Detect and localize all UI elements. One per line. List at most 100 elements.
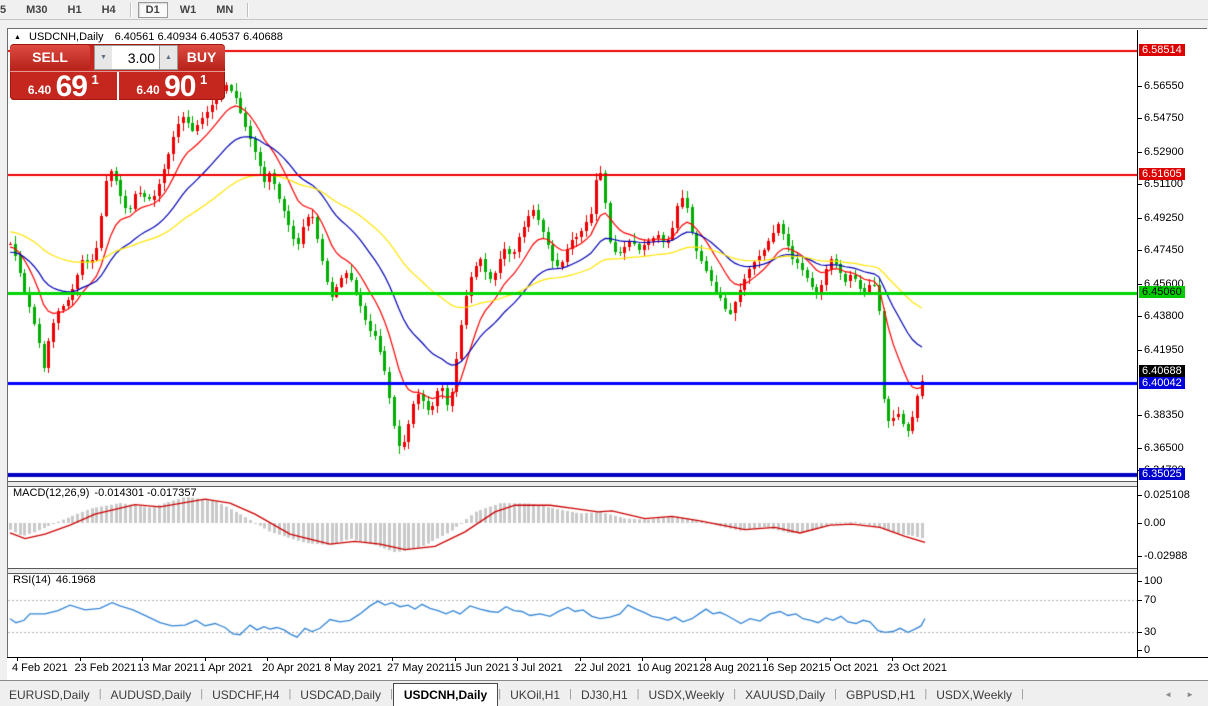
toolbar-separator	[247, 2, 250, 17]
price-tick-label: 6.36500	[1138, 442, 1184, 454]
tab-separator: |	[924, 688, 928, 700]
date-axis[interactable]: 4 Feb 2021 23 Feb 2021 13 Mar 2021 1 Apr 20…	[7, 657, 1208, 680]
chart-tab-xauusd-daily-8[interactable]: XAUUSD,Daily	[745, 687, 826, 702]
timeframe-button-5[interactable]: 5	[0, 3, 7, 16]
chart-tab-audusd-daily-1[interactable]: AUDUSD,Daily	[110, 687, 192, 702]
chart-tab-dj30-h1-6[interactable]: DJ30,H1	[580, 687, 628, 702]
chart-tab-bar: EURUSD,Daily | AUDUSD,Daily | USDCHF,H4 | USDC…	[0, 680, 1208, 706]
date-tick	[392, 658, 393, 661]
tab-separator: |	[98, 688, 102, 700]
date-label: 13 Mar 2021	[137, 662, 199, 674]
date-label: 10 Aug 2021	[637, 662, 699, 674]
timeframe-button-w1[interactable]: W1	[179, 3, 197, 16]
tab-scroll-right-button[interactable]: ►	[1186, 689, 1194, 699]
date-label: 15 Jun 2021	[449, 662, 511, 674]
tab-separator: |	[288, 688, 292, 700]
chart-tab-usdcnh-daily-4[interactable]: USDCNH,Daily	[392, 682, 499, 706]
price-tick-label: 6.43800	[1138, 310, 1184, 322]
chart-symbol-label: USDCNH,Daily	[29, 31, 104, 43]
date-tick	[642, 658, 643, 661]
date-tick	[579, 658, 581, 661]
price-tick-label: 6.54750	[1138, 112, 1184, 124]
tab-separator: |	[834, 688, 838, 700]
macd-axis-label: 0.025108	[1138, 489, 1190, 501]
tab-separator: |	[569, 688, 572, 700]
date-label: 16 Sep 2021	[762, 662, 825, 674]
macd-axis-label: 0.00	[1138, 517, 1165, 529]
chart-tab-usdchf-h4-2[interactable]: USDCHF,H4	[212, 687, 280, 702]
timeframe-toolbar: 5 M30 H1 H4 D1 W1 MN	[0, 0, 1208, 20]
toolbar-separator	[129, 2, 132, 17]
chart-tab-usdx-weekly-10[interactable]: USDX,Weekly	[936, 687, 1013, 702]
date-label: 20 Apr 2021	[262, 662, 322, 674]
buy-price-sup: 1	[199, 72, 208, 87]
buy-price-small: 6.40	[136, 83, 160, 97]
tab-separator: |	[636, 688, 640, 700]
volume-decrease-button[interactable]: ▼	[94, 45, 113, 70]
price-badge-6.58514: 6.58514	[1139, 43, 1185, 56]
date-tick	[329, 658, 331, 661]
sell-price[interactable]: 6.40 69 1	[10, 72, 119, 102]
timeframe-button-mn[interactable]: MN	[216, 3, 234, 16]
timeframe-button-m30[interactable]: M30	[26, 3, 48, 16]
rsi-axis-label: 70	[1138, 594, 1156, 606]
date-label: 5 Oct 2021	[824, 662, 879, 674]
price-chart-canvas[interactable]	[8, 45, 1137, 657]
date-label: 1 Apr 2021	[199, 662, 253, 674]
date-tick	[267, 658, 268, 661]
rsi-axis-label: 30	[1138, 626, 1156, 638]
tab-separator: |	[733, 688, 737, 700]
buy-price[interactable]: 6.40 90 1	[119, 70, 226, 103]
date-label: 23 Oct 2021	[887, 662, 947, 674]
timeframe-button-d1[interactable]: D1	[137, 1, 168, 18]
volume-increase-button[interactable]: ▲	[159, 45, 178, 70]
macd-splitter[interactable]	[8, 481, 1208, 487]
date-tick	[454, 658, 456, 661]
date-tick	[704, 658, 706, 661]
rsi-axis-label: 100	[1138, 575, 1162, 587]
timeframe-button-h4[interactable]: H4	[101, 3, 116, 16]
chart-tab-eurusd-daily-0[interactable]: EURUSD,Daily	[9, 687, 90, 702]
tab-separator: |	[389, 688, 393, 700]
chart-tab-gbpusd-h1-9[interactable]: GBPUSD,H1	[846, 687, 916, 702]
macd-axis-label: -0.02988	[1138, 550, 1187, 562]
collapse-icon[interactable]: ▲	[14, 34, 21, 41]
date-label: 27 May 2021	[387, 662, 451, 674]
date-tick	[767, 658, 768, 661]
date-label: 4 Feb 2021	[12, 662, 68, 674]
price-badge-6.51605: 6.51605	[1139, 168, 1185, 181]
macd-name: MACD(12,26,9)	[13, 487, 90, 499]
volume-input[interactable]	[112, 45, 159, 70]
chart-tab-ukoil-h1-5[interactable]: UKOil,H1	[510, 687, 561, 702]
chart-title: ▲ USDCNH,Daily 6.40561 6.40934 6.40537 6…	[14, 31, 283, 45]
chart-ohlc-values: 6.40561 6.40934 6.40537 6.40688	[114, 31, 283, 43]
price-tick-label: 6.52900	[1138, 146, 1184, 158]
price-axis[interactable]: 6.56550 6.54750 6.52900 6.51100 6.49250 6.474…	[1137, 30, 1208, 657]
date-tick	[892, 658, 893, 661]
macd-values: -0.014301 -0.017357	[94, 487, 197, 499]
rsi-splitter[interactable]	[8, 568, 1208, 574]
date-tick	[79, 658, 81, 661]
macd-label: MACD(12,26,9) -0.014301 -0.017357	[13, 487, 197, 499]
sell-price-small: 6.40	[27, 83, 52, 97]
chart-tab-usdcad-daily-3[interactable]: USDCAD,Daily	[300, 687, 381, 702]
date-label: 22 Jul 2021	[574, 662, 632, 674]
timeframe-button-h1[interactable]: H1	[67, 3, 82, 16]
tab-scroll-left-button[interactable]: ◄	[1164, 689, 1173, 699]
tab-separator: |	[498, 688, 502, 700]
price-badge-6.45060: 6.45060	[1139, 286, 1185, 299]
date-label: 3 Jul 2021	[512, 662, 563, 674]
buy-button[interactable]: BUY	[178, 45, 225, 70]
price-tick-label: 6.56550	[1138, 80, 1184, 92]
buy-price-big: 90	[164, 70, 196, 103]
price-tick-label: 6.47450	[1138, 244, 1184, 256]
rsi-label: RSI(14) 46.1968	[13, 574, 96, 586]
chart-tab-usdx-weekly-7[interactable]: USDX,Weekly	[648, 687, 725, 702]
sell-button[interactable]: SELL	[10, 45, 90, 70]
tab-scroll-arrows: ◄ ►	[1164, 690, 1194, 699]
sell-price-sup: 1	[91, 72, 99, 87]
price-tick-label: 6.51100	[1138, 178, 1183, 190]
date-label: 8 May 2021	[324, 662, 382, 674]
date-tick	[142, 658, 143, 661]
